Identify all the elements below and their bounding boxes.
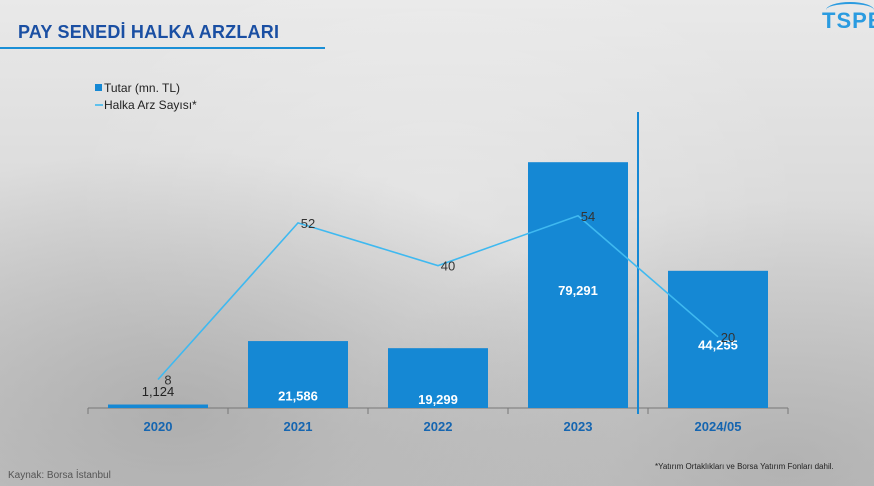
line-value-label: 40 [441,259,455,274]
line-value-label: 8 [164,373,171,388]
x-tick-label: 2023 [564,419,593,434]
chart: 1,124 21,586 19,29979,29144,25585240542020… [0,0,874,486]
x-tick-label: 2022 [424,419,453,434]
line-value-label: 52 [301,216,315,231]
x-tick-label: 2020 [144,419,173,434]
line-value-label: 54 [581,209,595,224]
footnote: *Yatırım Ortaklıkları ve Borsa Yatırım F… [655,462,834,471]
bar-value-label: 21,586 [278,389,318,404]
bar-value-label: 19,299 [418,392,458,407]
x-tick-label: 2021 [284,419,313,434]
legend-bar-swatch [95,84,102,91]
x-tick-label: 2024/05 [695,419,742,434]
legend-line-label: Halka Arz Sayısı* [104,98,197,112]
line-value-label: 20 [721,330,735,345]
source-note: Kaynak: Borsa İstanbul [8,470,111,481]
legend-bar-label: Tutar (mn. TL) [104,81,180,95]
bar-2020 [108,405,208,408]
bar-value-label: 79,291 [558,283,598,298]
